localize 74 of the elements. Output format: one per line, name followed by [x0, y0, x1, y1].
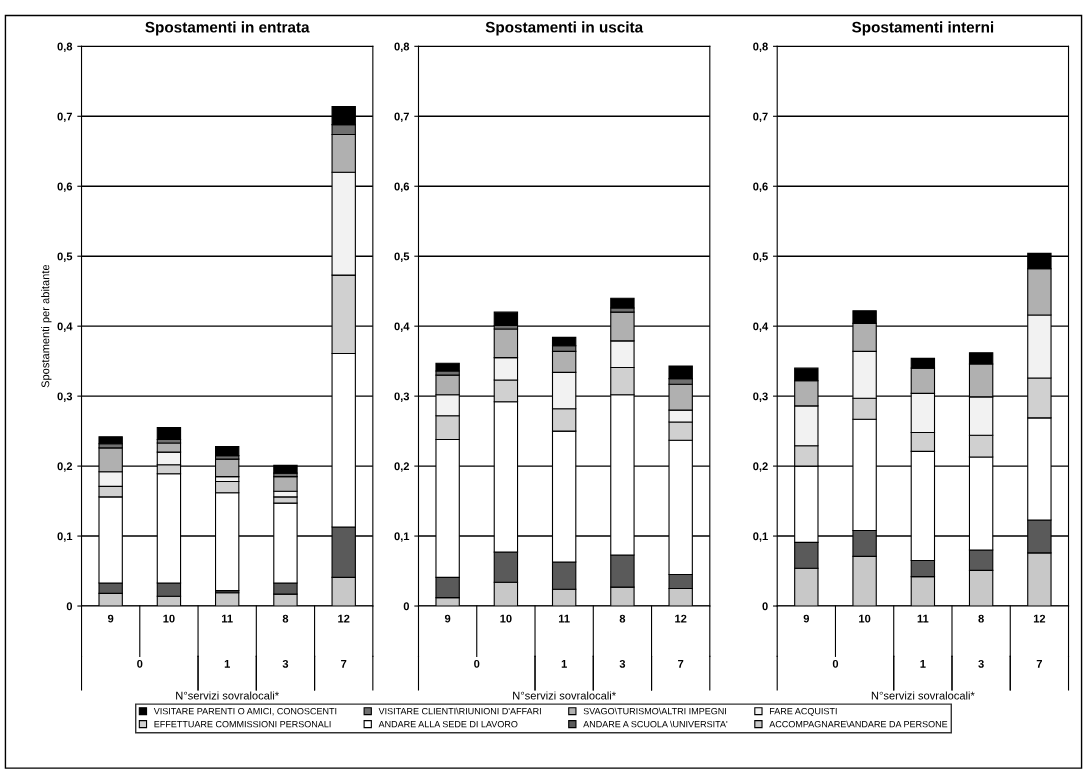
y-tick-label: 0,2: [394, 462, 410, 472]
y-tick-label: 0,6: [57, 182, 73, 192]
y-tick-label: 0: [762, 602, 768, 611]
x-tick-label: 9: [444, 614, 451, 623]
legend-label: VISITARE CLIENTI\RIUNIONI D'AFFARI: [378, 707, 541, 715]
bar: [435, 362, 460, 372]
legend-label: SVAGO\TURISMO\ALTRI IMPEGNI: [583, 707, 726, 715]
x-tick-label: 11: [917, 614, 929, 623]
chart-title: Spostamenti in uscita: [485, 21, 644, 36]
text: 0: [474, 659, 480, 668]
y-tick-label: 0,3: [57, 392, 73, 402]
x-tick-label: 8: [619, 614, 626, 623]
y-tick-label: 0,6: [753, 182, 768, 192]
bar: [98, 436, 123, 445]
x-tick-label: 9: [803, 614, 810, 623]
y-tick-label: 0,3: [753, 392, 768, 402]
text: 3: [282, 659, 289, 668]
x-tick-label: 10: [500, 614, 512, 623]
text: 0: [832, 659, 839, 668]
x-tick-label: 12: [675, 614, 687, 623]
text: 7: [1036, 660, 1042, 668]
legend-label: VISITARE PARENTI O AMICI, CONOSCENTI: [153, 707, 337, 716]
y-tick-label: 0,1: [57, 532, 73, 542]
y-tick-label: 0,8: [394, 42, 410, 53]
y-tick-label: 0,8: [57, 42, 73, 53]
y-axis-title: Spostamenti per abitante: [41, 264, 52, 388]
legend-label: ANDARE ALLA SEDE DI LAVORO: [378, 720, 518, 728]
text: 0: [137, 659, 143, 668]
x-tick-label: 11: [558, 614, 570, 623]
x-axis-title: N°servizi sovralocali*: [871, 691, 975, 700]
text: 1: [561, 660, 567, 668]
y-tick-label: 0,4: [394, 322, 410, 332]
y-tick-label: 0,7: [753, 112, 768, 123]
x-axis-title: N°servizi sovralocali*: [513, 691, 616, 700]
legend-label: EFFETTUARE COMMISSIONI PERSONALI: [154, 720, 331, 728]
text: 7: [341, 660, 347, 668]
y-tick-label: 0: [66, 602, 73, 611]
y-tick-label: 0: [403, 602, 410, 611]
y-tick-label: 0,1: [753, 532, 768, 542]
text: 1: [920, 660, 926, 668]
x-tick-label: 8: [282, 614, 289, 623]
bar: [156, 427, 182, 441]
y-tick-label: 0,3: [394, 392, 410, 402]
chart-title: Spostamenti in entrata: [145, 21, 310, 36]
y-tick-label: 0,2: [57, 462, 73, 472]
bar: [214, 445, 240, 457]
text: 3: [978, 659, 984, 668]
x-tick-label: 11: [222, 614, 233, 623]
y-tick-label: 0,4: [57, 322, 73, 332]
x-tick-label: 10: [859, 614, 871, 623]
y-tick-label: 0,5: [753, 252, 768, 262]
text: 1: [224, 660, 230, 668]
x-tick-label: 10: [163, 614, 175, 623]
y-tick-label: 0,7: [57, 112, 73, 123]
y-tick-label: 0,8: [753, 42, 768, 53]
chart-title: Spostamenti interni: [852, 21, 994, 36]
text: 7: [678, 660, 684, 668]
legend-label: ACCOMPAGNARE\ANDARE DA PERSONE: [769, 720, 948, 728]
y-tick-label: 0,7: [394, 112, 409, 123]
x-tick-label: 8: [978, 614, 984, 623]
bar: [610, 297, 635, 309]
y-tick-label: 0,1: [394, 532, 410, 542]
x-tick-label: 12: [338, 614, 350, 623]
x-tick-label: 9: [107, 614, 114, 623]
y-tick-label: 0,4: [753, 322, 769, 332]
x-axis-title: N°servizi sovralocali*: [176, 691, 279, 700]
x-tick-label: 12: [1033, 614, 1046, 623]
y-tick-label: 0,2: [753, 462, 768, 472]
y-tick-label: 0,5: [57, 252, 73, 262]
text: 3: [619, 659, 626, 668]
legend-label: FARE ACQUISTI: [769, 707, 837, 716]
y-tick-label: 0,5: [394, 252, 410, 262]
legend-label: ANDARE A SCUOLA \UNIVERSITA': [583, 720, 728, 728]
y-tick-label: 0,6: [394, 182, 410, 192]
